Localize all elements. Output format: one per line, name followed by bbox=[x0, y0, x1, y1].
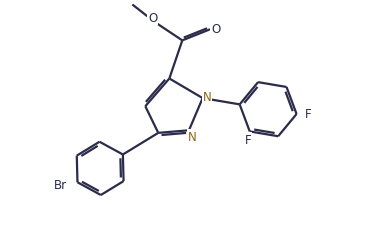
Text: F: F bbox=[244, 134, 251, 146]
Text: O: O bbox=[148, 12, 157, 25]
Text: N: N bbox=[203, 90, 212, 103]
Text: F: F bbox=[305, 107, 311, 120]
Text: O: O bbox=[211, 23, 220, 35]
Text: Br: Br bbox=[54, 178, 67, 191]
Text: N: N bbox=[187, 131, 196, 143]
